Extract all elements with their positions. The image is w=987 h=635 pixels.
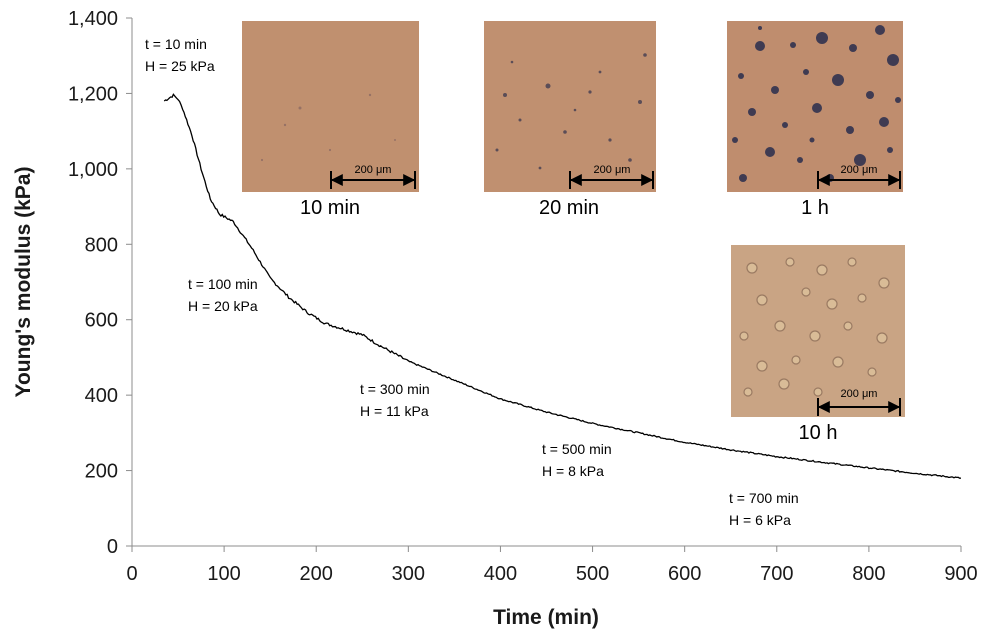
- x-tick-label: 900: [944, 563, 977, 585]
- x-tick-label: 600: [668, 563, 701, 585]
- y-tick-label: 400: [85, 385, 118, 407]
- y-tick-label: 200: [85, 461, 118, 483]
- x-tick-label: 700: [760, 563, 793, 585]
- annotation-hardness: H = 6 kPa: [729, 512, 791, 528]
- annotation-time: t = 500 min: [542, 441, 612, 457]
- inset-caption: 10 min: [300, 197, 360, 219]
- micrograph-image: [484, 21, 656, 192]
- x-tick-label: 200: [300, 563, 333, 585]
- x-tick-labels: 0 100 200 300 400 500 600 700 800 900: [126, 563, 977, 585]
- micrograph-spots: [739, 257, 890, 397]
- annotation-100min: t = 100 min H = 20 kPa: [188, 276, 258, 314]
- annotation-hardness: H = 8 kPa: [542, 463, 604, 479]
- inset-caption: 10 h: [799, 422, 838, 444]
- micrograph-inset-20min: 200 μm 20 min: [484, 21, 656, 219]
- annotation-time: t = 300 min: [360, 381, 430, 397]
- micrograph-inset-10min: 200 μm 10 min: [242, 21, 419, 219]
- scale-bar-label: 200 μm: [841, 388, 878, 400]
- y-tick-labels: 0 200 400 600 800 1,000 1,200 1,400: [68, 8, 118, 558]
- annotation-700min: t = 700 min H = 6 kPa: [729, 490, 799, 528]
- x-tick-label: 100: [207, 563, 240, 585]
- micrograph-image: [242, 21, 419, 192]
- y-tick-label: 0: [107, 536, 118, 558]
- x-tick-label: 500: [576, 563, 609, 585]
- y-tick-label: 1,400: [68, 8, 118, 30]
- modulus-series-line: [163, 93, 962, 479]
- y-tick-label: 800: [85, 234, 118, 256]
- annotation-hardness: H = 11 kPa: [360, 403, 429, 419]
- y-tick-label: 1,000: [68, 159, 118, 181]
- micrograph-spots: [495, 53, 647, 170]
- y-axis-title: Young's modulus (kPa): [12, 167, 35, 398]
- y-tick-label: 600: [85, 310, 118, 332]
- scale-bar-label: 200 μm: [841, 164, 878, 176]
- annotation-500min: t = 500 min H = 8 kPa: [542, 441, 612, 479]
- x-tick-label: 800: [852, 563, 885, 585]
- annotation-time: t = 700 min: [729, 490, 799, 506]
- scale-bar-label: 200 μm: [355, 164, 392, 176]
- axes: [126, 17, 962, 552]
- micrograph-inset-10h: 200 μm 10 h: [731, 245, 905, 444]
- annotation-hardness: H = 25 kPa: [145, 58, 215, 74]
- inset-caption: 1 h: [801, 197, 829, 219]
- inset-caption: 20 min: [539, 197, 599, 219]
- x-tick-label: 0: [126, 563, 137, 585]
- annotation-time: t = 100 min: [188, 276, 258, 292]
- micrograph-spots: [260, 93, 396, 162]
- x-tick-label: 300: [392, 563, 425, 585]
- annotation-hardness: H = 20 kPa: [188, 298, 258, 314]
- x-axis-title: Time (min): [493, 606, 599, 629]
- annotation-time: t = 10 min: [145, 36, 207, 52]
- micrograph-inset-1h: 200 μm 1 h: [727, 21, 903, 219]
- annotation-10min: t = 10 min H = 25 kPa: [145, 36, 215, 74]
- annotation-300min: t = 300 min H = 11 kPa: [360, 381, 430, 419]
- y-tick-label: 1,200: [68, 83, 118, 105]
- scale-bar-label: 200 μm: [594, 164, 631, 176]
- x-tick-label: 400: [484, 563, 517, 585]
